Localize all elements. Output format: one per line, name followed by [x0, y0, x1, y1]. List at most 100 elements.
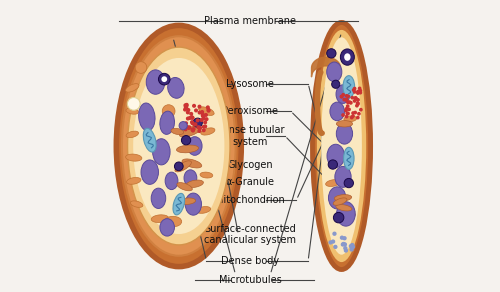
Circle shape [358, 87, 361, 90]
Ellipse shape [168, 77, 184, 98]
Circle shape [190, 116, 193, 119]
Circle shape [359, 91, 362, 94]
Circle shape [202, 117, 205, 120]
Text: Dense tubular
system: Dense tubular system [216, 125, 285, 147]
Circle shape [347, 112, 349, 115]
Ellipse shape [330, 102, 344, 121]
Text: Surface-connected
canalicular system: Surface-connected canalicular system [204, 224, 296, 246]
Circle shape [348, 108, 350, 111]
Ellipse shape [126, 131, 138, 138]
Circle shape [191, 117, 194, 119]
Circle shape [346, 108, 348, 110]
Ellipse shape [193, 118, 202, 127]
Circle shape [352, 115, 354, 117]
Ellipse shape [126, 108, 138, 114]
Ellipse shape [177, 182, 192, 191]
Circle shape [343, 237, 346, 240]
Circle shape [352, 246, 354, 248]
Circle shape [198, 111, 201, 114]
Circle shape [190, 121, 194, 124]
Text: Mitochondrion: Mitochondrion [215, 195, 285, 205]
Circle shape [192, 128, 195, 131]
Text: Microtubules: Microtubules [218, 275, 282, 285]
Circle shape [198, 127, 201, 130]
Circle shape [355, 98, 358, 100]
Circle shape [348, 101, 350, 103]
Ellipse shape [128, 98, 140, 110]
Ellipse shape [344, 211, 356, 217]
Circle shape [340, 236, 344, 239]
Circle shape [208, 110, 210, 112]
Circle shape [340, 95, 342, 98]
Circle shape [191, 117, 194, 119]
Ellipse shape [130, 201, 143, 207]
Circle shape [204, 114, 208, 116]
Ellipse shape [126, 84, 139, 92]
Circle shape [207, 109, 210, 111]
Circle shape [358, 113, 360, 115]
Circle shape [186, 117, 189, 120]
Text: Glycogen: Glycogen [227, 160, 273, 170]
Circle shape [193, 124, 196, 126]
Circle shape [198, 105, 201, 108]
Ellipse shape [171, 128, 183, 135]
Circle shape [350, 245, 352, 248]
Circle shape [198, 126, 201, 129]
Ellipse shape [201, 128, 215, 135]
Circle shape [352, 89, 355, 91]
Circle shape [347, 95, 350, 98]
Ellipse shape [336, 121, 352, 127]
Circle shape [194, 109, 198, 112]
Circle shape [354, 97, 356, 99]
Ellipse shape [165, 172, 178, 190]
Circle shape [194, 123, 197, 126]
Ellipse shape [141, 160, 158, 184]
Ellipse shape [126, 178, 141, 184]
Circle shape [192, 129, 194, 132]
Circle shape [354, 91, 356, 93]
Circle shape [187, 109, 190, 111]
Circle shape [206, 118, 208, 121]
Circle shape [356, 102, 359, 104]
Ellipse shape [162, 76, 167, 82]
Circle shape [198, 130, 200, 132]
Circle shape [346, 95, 348, 97]
Circle shape [184, 128, 187, 131]
Ellipse shape [146, 70, 165, 94]
Circle shape [186, 103, 188, 106]
Circle shape [350, 102, 352, 104]
Circle shape [186, 126, 188, 128]
Ellipse shape [116, 25, 242, 267]
Ellipse shape [158, 73, 170, 85]
Circle shape [184, 122, 188, 125]
Circle shape [184, 106, 187, 108]
Ellipse shape [126, 154, 142, 161]
Circle shape [344, 243, 346, 246]
Ellipse shape [334, 194, 351, 201]
Circle shape [356, 92, 359, 94]
Circle shape [354, 111, 356, 114]
Ellipse shape [335, 166, 351, 187]
Circle shape [184, 104, 186, 107]
Ellipse shape [162, 105, 175, 117]
Ellipse shape [332, 80, 340, 88]
Ellipse shape [180, 198, 196, 204]
Circle shape [202, 115, 205, 118]
Circle shape [340, 95, 343, 98]
Circle shape [196, 119, 199, 122]
Ellipse shape [336, 205, 352, 211]
Ellipse shape [326, 62, 342, 82]
Text: Dense body: Dense body [221, 256, 279, 266]
Ellipse shape [160, 111, 174, 134]
Ellipse shape [200, 172, 213, 178]
Circle shape [185, 107, 188, 110]
Ellipse shape [144, 128, 156, 152]
Ellipse shape [327, 144, 344, 168]
Ellipse shape [328, 160, 338, 169]
Ellipse shape [326, 49, 336, 58]
Circle shape [356, 117, 359, 119]
Ellipse shape [122, 36, 236, 256]
Ellipse shape [133, 58, 224, 234]
Text: Plasma membrane: Plasma membrane [204, 16, 296, 26]
Circle shape [342, 243, 345, 245]
